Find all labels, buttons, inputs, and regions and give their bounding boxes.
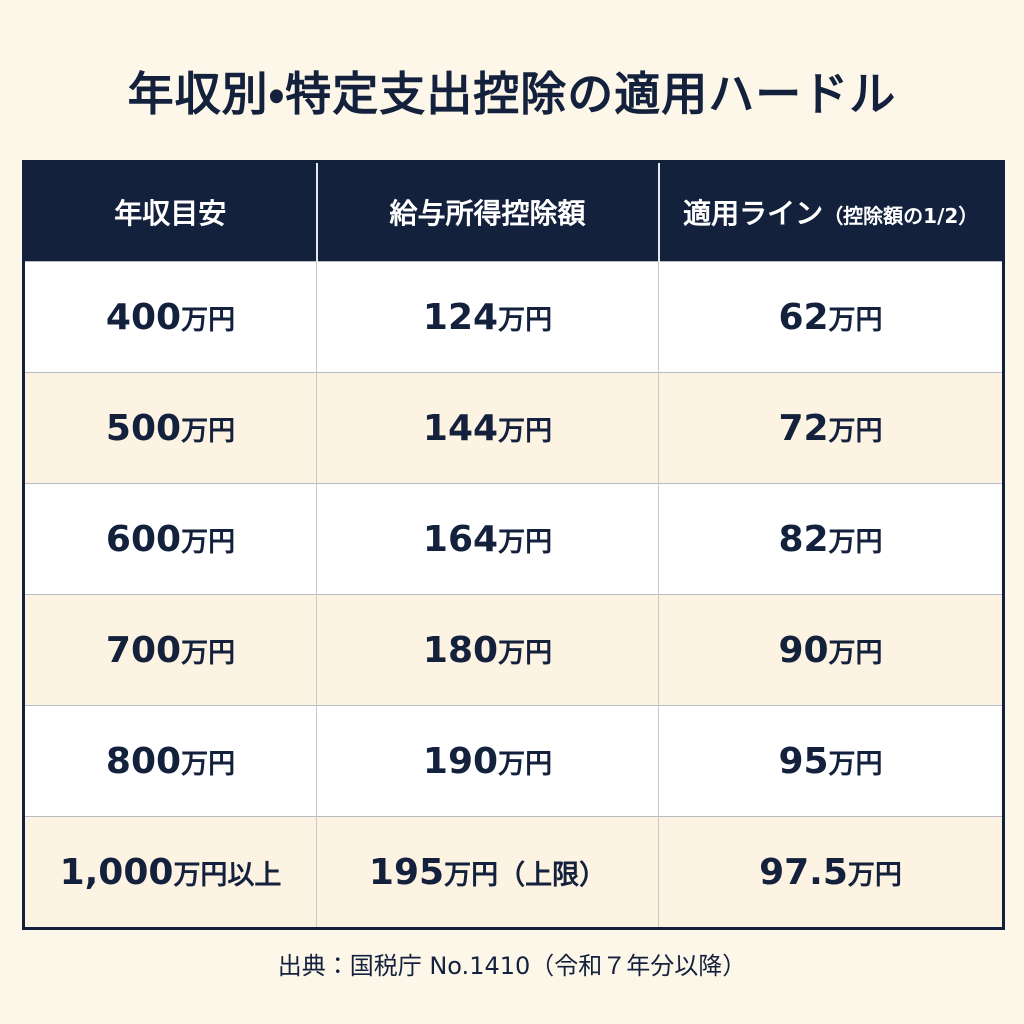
unit: 万円 — [847, 859, 902, 891]
cell: 144万円 — [316, 372, 659, 484]
unit: 万円 — [828, 304, 883, 336]
cell: 62万円 — [658, 261, 1004, 373]
cell: 1,000万円以上 — [23, 816, 317, 929]
unit: 万円 — [828, 748, 883, 780]
cell: 164万円 — [316, 483, 659, 595]
unit: 万円 — [181, 526, 236, 558]
cell: 500万円 — [23, 372, 317, 484]
cell: 97.5万円 — [658, 816, 1004, 929]
source: 出典：国税庁 No.1410（令和７年分以降） — [277, 952, 747, 980]
table-row: 400万円 124万円 62万円 — [23, 261, 1004, 373]
unit: 万円 — [498, 637, 553, 669]
cell: 95万円 — [658, 705, 1004, 817]
unit: 万円 — [828, 526, 883, 558]
unit: 万円 — [498, 748, 553, 780]
table-row: 1,000万円以上 195万円（上限） 97.5万円 — [23, 816, 1004, 929]
cell: 195万円（上限） — [316, 816, 659, 929]
cell: 190万円 — [316, 705, 659, 817]
table-row: 700万円 180万円 90万円 — [23, 594, 1004, 706]
table-row: 600万円 164万円 82万円 — [23, 483, 1004, 595]
cell: 400万円 — [23, 261, 317, 373]
table-row: 800万円 190万円 95万円 — [23, 705, 1004, 817]
cell: 90万円 — [658, 594, 1004, 706]
table-row: 500万円 144万円 72万円 — [23, 372, 1004, 484]
cell: 700万円 — [23, 594, 317, 706]
unit: 万円 — [498, 304, 553, 336]
column-header: 年収目安 — [23, 161, 317, 262]
cell: 124万円 — [316, 261, 659, 373]
title: 年収別・特定支出控除の適用ハードル — [127, 67, 897, 121]
column-header: 給与所得控除額 — [315, 161, 659, 262]
unit: 万円 — [181, 748, 236, 780]
cell: 72万円 — [658, 372, 1004, 484]
unit: 万円（上限） — [444, 859, 607, 891]
column-header: 適用ライン（控除額の1/2） — [657, 161, 1004, 262]
unit: 万円 — [181, 415, 236, 447]
cell: 800万円 — [23, 705, 317, 817]
unit: 万円 — [498, 415, 553, 447]
cell: 82万円 — [658, 483, 1004, 595]
unit: 万円 — [828, 415, 883, 447]
unit: 万円 — [498, 526, 553, 558]
header-row: 年収目安 給与所得控除額 適用ライン（控除額の1/2） — [23, 161, 1004, 262]
unit: 万円以上 — [173, 859, 282, 891]
unit: 万円 — [181, 637, 236, 669]
header-note: （控除額の1/2） — [823, 204, 979, 228]
unit: 万円 — [181, 304, 236, 336]
cell: 180万円 — [316, 594, 659, 706]
table: 年収目安 給与所得控除額 適用ライン（控除額の1/2） 400万円 124万円 62万円… — [22, 160, 1005, 930]
cell: 600万円 — [23, 483, 317, 595]
unit: 万円 — [828, 637, 883, 669]
